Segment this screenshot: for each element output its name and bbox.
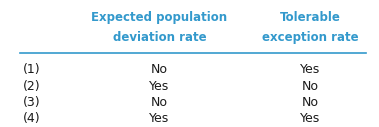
Text: exception rate: exception rate xyxy=(262,31,358,44)
Text: No: No xyxy=(151,63,168,76)
Text: No: No xyxy=(301,96,318,109)
Text: deviation rate: deviation rate xyxy=(113,31,206,44)
Text: Yes: Yes xyxy=(149,112,169,125)
Text: (2): (2) xyxy=(23,80,40,93)
Text: (1): (1) xyxy=(23,63,40,76)
Text: Yes: Yes xyxy=(149,80,169,93)
Text: Expected population: Expected population xyxy=(91,11,227,24)
Text: Yes: Yes xyxy=(300,112,320,125)
Text: Yes: Yes xyxy=(300,63,320,76)
Text: (4): (4) xyxy=(23,112,40,125)
Text: No: No xyxy=(301,80,318,93)
Text: Tolerable: Tolerable xyxy=(279,11,340,24)
Text: (3): (3) xyxy=(23,96,40,109)
Text: No: No xyxy=(151,96,168,109)
